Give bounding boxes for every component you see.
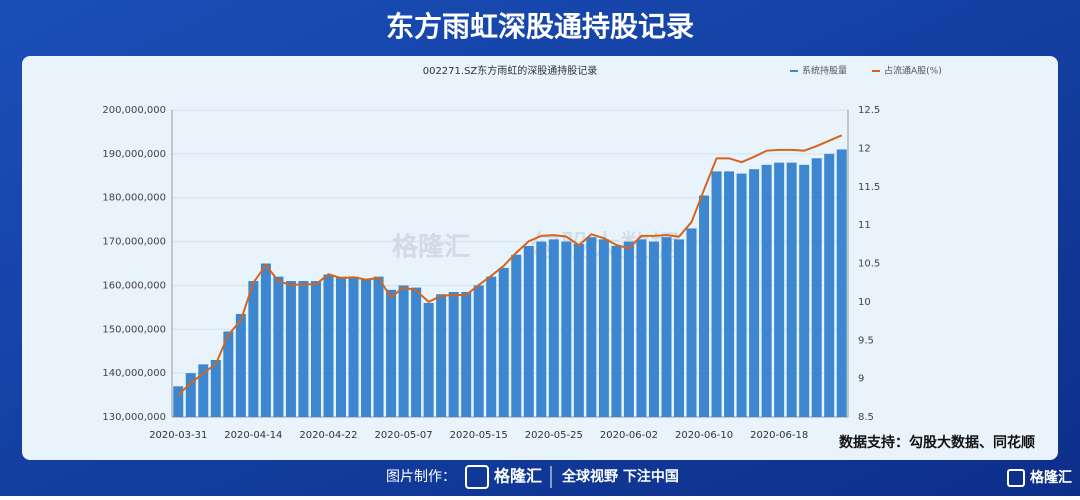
bar (323, 274, 334, 417)
logo-icon (465, 465, 489, 489)
y-tick-label: 200,000,000 (102, 105, 166, 116)
bar (248, 281, 259, 417)
bar (185, 373, 196, 417)
bar (648, 241, 659, 417)
bar (235, 313, 246, 417)
y2-tick-label: 12 (858, 143, 871, 154)
page-title: 东方雨虹深股通持股记录 (386, 10, 694, 43)
bar (448, 292, 459, 417)
bar (711, 171, 722, 417)
bar (498, 267, 509, 417)
bar (661, 237, 672, 417)
x-tick-label: 2020-06-18 (750, 430, 808, 441)
bar (586, 237, 597, 417)
bar (598, 239, 609, 417)
legend-label: 系统持股量 (802, 65, 847, 77)
y-tick-label: 140,000,000 (102, 368, 166, 379)
watermark: 格隆汇 (392, 232, 470, 263)
legend-label: 占流通A股(%) (884, 65, 942, 77)
footer-logo: 格隆汇 (494, 467, 542, 486)
bar (298, 281, 309, 417)
line (177, 134, 843, 396)
bar (824, 153, 835, 417)
x-tick-label: 2020-05-25 (525, 430, 583, 441)
x-tick-label: 2020-03-31 (149, 430, 207, 441)
bar (686, 228, 697, 417)
bar (173, 386, 184, 417)
bar (335, 276, 347, 417)
bar (799, 164, 810, 417)
bar (736, 173, 747, 417)
bar (310, 281, 321, 417)
bar (473, 285, 484, 417)
bar (260, 263, 271, 417)
bar (423, 302, 434, 417)
bar (536, 241, 547, 417)
bar (361, 278, 372, 417)
bar (223, 331, 234, 417)
footer-slogan: 全球视野 下注中国 (561, 468, 679, 485)
bar (573, 243, 584, 417)
bar (611, 245, 622, 417)
logo-icon (1007, 469, 1025, 487)
bar (436, 294, 447, 417)
bar (373, 276, 384, 417)
bar (761, 164, 772, 417)
bar (411, 287, 422, 417)
bar (386, 289, 397, 417)
corner-logo: 格隆汇 (1030, 469, 1072, 486)
bar (486, 276, 497, 417)
bar (699, 195, 710, 417)
bar (774, 162, 785, 417)
y-tick-label: 170,000,000 (102, 237, 166, 248)
y2-tick-label: 8.5 (858, 412, 874, 423)
bar (749, 169, 760, 417)
bar (836, 149, 847, 417)
x-tick-label: 2020-06-10 (675, 430, 733, 441)
bar (786, 162, 797, 417)
x-tick-label: 2020-06-02 (600, 430, 658, 441)
bar (511, 254, 522, 417)
bar (636, 239, 647, 417)
x-tick-label: 2020-04-14 (224, 430, 282, 441)
bar (210, 359, 221, 417)
bar (348, 276, 359, 417)
chart-title: 002271.SZ东方雨虹的深股通持股记录 (423, 64, 598, 77)
y-tick-label: 130,000,000 (102, 412, 166, 423)
y2-tick-label: 10.5 (858, 259, 880, 270)
x-tick-label: 2020-04-22 (299, 430, 357, 441)
bar (285, 281, 296, 417)
y2-tick-label: 11 (858, 220, 871, 231)
y2-tick-label: 10 (858, 297, 871, 308)
bar (561, 241, 572, 417)
x-tick-label: 2020-05-07 (375, 430, 433, 441)
bar (548, 239, 559, 417)
bar (523, 245, 534, 417)
y2-tick-label: 11.5 (858, 182, 880, 193)
y-tick-label: 190,000,000 (102, 149, 166, 160)
bar (623, 241, 634, 417)
y2-tick-label: 9.5 (858, 335, 874, 346)
bar (724, 171, 735, 417)
bar (398, 285, 409, 417)
y2-tick-label: 9 (858, 374, 864, 385)
bar (673, 239, 685, 417)
footer-label: 图片制作： (386, 469, 456, 485)
bar (198, 364, 209, 417)
x-tick-label: 2020-05-15 (450, 430, 508, 441)
y2-tick-label: 12.5 (858, 105, 880, 116)
bar (273, 276, 284, 417)
y-tick-label: 180,000,000 (102, 193, 166, 204)
y-tick-label: 160,000,000 (102, 280, 166, 291)
bar (461, 292, 472, 417)
bar (811, 158, 822, 417)
annotation: 数据支持：勾股大数据、同花顺 (839, 434, 1035, 451)
y-tick-label: 150,000,000 (102, 324, 166, 335)
